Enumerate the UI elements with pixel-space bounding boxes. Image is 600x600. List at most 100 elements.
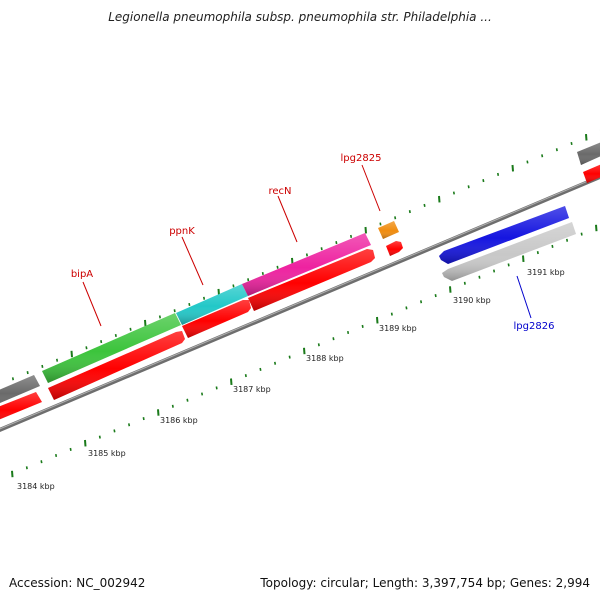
tick-outer-39 (570, 141, 573, 146)
tick-inner-22 (332, 337, 335, 341)
tick-marks-outer (11, 129, 600, 381)
gene-blue[interactable] (439, 206, 569, 264)
tick-outer-38 (555, 148, 558, 152)
tick-inner-15 (230, 378, 233, 385)
tick-inner-25 (376, 316, 379, 324)
gene-lpg2825[interactable] (378, 221, 399, 239)
tick-inner-2 (40, 460, 43, 464)
scale-label-3186: 3186 kbp (160, 416, 198, 425)
tick-outer-7 (100, 340, 103, 344)
tick-outer-19 (276, 265, 279, 269)
map-title: Legionella pneumophila subsp. pneumophil… (108, 10, 492, 24)
gene-ppnK[interactable] (176, 284, 248, 325)
tick-outer-18 (261, 271, 264, 276)
tick-inner-16 (244, 374, 247, 378)
tick-inner-1 (25, 466, 28, 470)
gene-grey-right[interactable] (577, 141, 600, 165)
tick-inner-4 (69, 447, 72, 451)
tick-outer-11 (158, 315, 161, 319)
tick-inner-23 (347, 330, 350, 335)
tick-inner-5 (84, 439, 87, 447)
tick-outer-24 (350, 234, 353, 238)
cds-lpg2825[interactable] (386, 241, 403, 256)
tick-inner-18 (274, 361, 277, 365)
tick-outer-5 (70, 350, 73, 358)
gene-bipA[interactable] (42, 313, 181, 383)
tick-outer-34 (497, 172, 500, 176)
scale-label-3191: 3191 kbp (527, 268, 565, 277)
tick-outer-8 (114, 333, 117, 338)
scale-label-3188: 3188 kbp (306, 354, 344, 363)
scale-label-3190: 3190 kbp (453, 296, 491, 305)
tick-outer-17 (247, 278, 250, 282)
scale-label-3184: 3184 kbp (17, 482, 55, 491)
tick-inner-36 (536, 251, 539, 255)
tick-inner-34 (507, 263, 510, 267)
tick-outer-9 (129, 327, 132, 331)
tick-outer-12 (173, 309, 176, 313)
tick-outer-13 (188, 302, 191, 307)
topology-text: Topology: circular; Length: 3,397,754 bp… (260, 576, 590, 590)
gene-labels: bipA ppnK recN lpg2825 lpg2826 (71, 153, 555, 332)
tick-inner-20 (303, 347, 306, 355)
tick-inner-37 (551, 244, 554, 248)
gene-label-leaders (82, 164, 532, 327)
gene-label-lpg2826[interactable]: lpg2826 (514, 321, 555, 332)
accession-text: Accession: NC_002942 (9, 576, 146, 590)
tick-inner-24 (361, 324, 364, 328)
tick-inner-21 (317, 343, 320, 347)
scale-label-3189: 3189 kbp (379, 324, 417, 333)
tick-outer-30 (438, 195, 441, 203)
tick-inner-26 (390, 312, 393, 316)
tick-inner-3 (55, 453, 58, 458)
tick-inner-14 (215, 386, 218, 390)
tick-inner-28 (420, 300, 423, 304)
gene-label-bipA[interactable]: bipA (71, 269, 93, 280)
tick-outer-6 (85, 346, 88, 350)
gene-grey-left[interactable] (0, 375, 40, 409)
cds-right[interactable] (583, 163, 600, 183)
tick-outer-35 (511, 164, 514, 172)
backbone (0, 175, 600, 432)
tick-inner-33 (493, 269, 496, 273)
tick-inner-9 (142, 417, 145, 421)
tick-inner-27 (405, 306, 408, 310)
tick-inner-8 (128, 423, 131, 427)
cds-recN[interactable] (248, 249, 375, 311)
cds-left[interactable] (0, 392, 42, 425)
tick-outer-31 (452, 191, 455, 195)
tick-outer-33 (482, 179, 485, 183)
gene-label-lpg2825[interactable]: lpg2825 (341, 153, 382, 164)
scale-label-3187: 3187 kbp (233, 385, 271, 394)
tick-outer-22 (320, 247, 323, 251)
tick-inner-7 (113, 429, 116, 433)
tick-inner-6 (98, 435, 101, 439)
scale-label-3185: 3185 kbp (88, 449, 126, 458)
tick-inner-38 (566, 238, 569, 242)
tick-outer-36 (526, 160, 529, 164)
gene-lpg2826[interactable] (442, 222, 576, 281)
tick-outer-23 (335, 241, 338, 245)
tick-inner-40 (595, 224, 598, 232)
tick-inner-39 (580, 232, 583, 236)
cds-bipA[interactable] (48, 331, 185, 400)
tick-inner-17 (259, 367, 262, 371)
tick-inner-29 (434, 294, 437, 298)
tick-outer-14 (203, 296, 206, 300)
tick-outer-4 (56, 358, 59, 362)
tick-outer-10 (144, 319, 147, 327)
tick-inner-11 (171, 404, 174, 408)
cds-ppnK[interactable] (182, 300, 251, 338)
gene-label-ppnK[interactable]: ppnK (169, 226, 195, 237)
tick-inner-13 (201, 392, 204, 396)
scale-labels: 3184 kbp 3185 kbp 3186 kbp 3187 kbp 3188… (17, 268, 565, 491)
gene-recN[interactable] (242, 233, 371, 296)
tick-inner-19 (288, 355, 291, 359)
tick-outer-16 (232, 284, 235, 288)
tick-inner-32 (478, 275, 481, 279)
tick-outer-3 (41, 364, 44, 368)
tick-inner-30 (449, 286, 452, 293)
gene-label-recN[interactable]: recN (268, 186, 291, 197)
